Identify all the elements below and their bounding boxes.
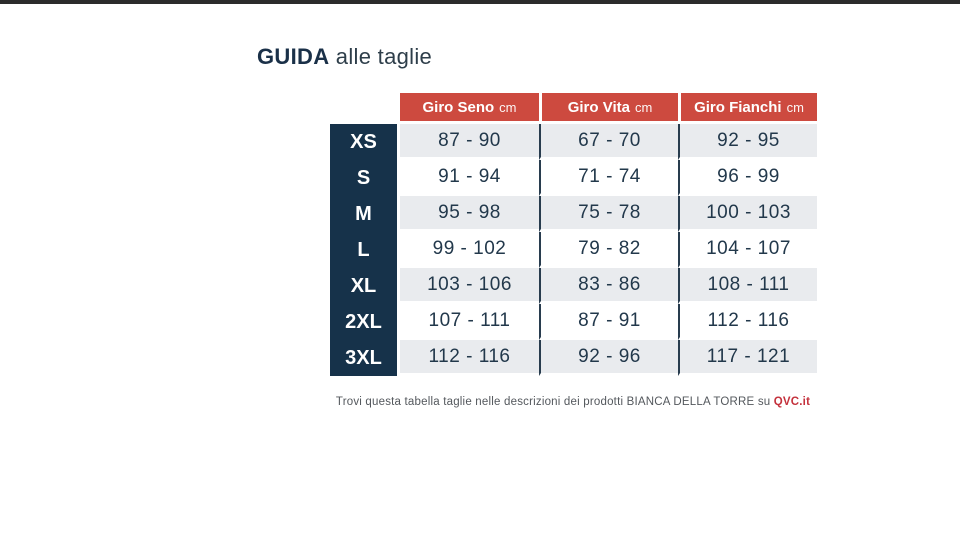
- seno-value: 112 - 116: [400, 340, 539, 376]
- seno-value: 87 - 90: [400, 124, 539, 160]
- fianchi-value: 104 - 107: [678, 232, 817, 268]
- size-label: XL: [330, 268, 397, 304]
- fianchi-value: 92 - 95: [678, 124, 817, 160]
- fianchi-value: 112 - 116: [678, 304, 817, 340]
- fianchi-value: 108 - 111: [678, 268, 817, 304]
- vita-value: 87 - 91: [539, 304, 678, 340]
- table-row-3xl: 3XL 112 - 116 92 - 96 117 - 121: [330, 340, 817, 376]
- footer-note: Trovi questa tabella taglie nelle descri…: [330, 396, 816, 408]
- vita-value: 67 - 70: [539, 124, 678, 160]
- table-row-m: M 95 - 98 75 - 78 100 - 103: [330, 196, 817, 232]
- table-row-2xl: 2XL 107 - 111 87 - 91 112 - 116: [330, 304, 817, 340]
- vita-value: 92 - 96: [539, 340, 678, 376]
- page-title-rest: alle taglie: [329, 44, 433, 69]
- size-label: L: [330, 232, 397, 268]
- table-row-xs: XS 87 - 90 67 - 70 92 - 95: [330, 124, 817, 160]
- column-header-giro-fianchi: Giro Fianchi cm: [678, 93, 817, 121]
- top-letterbox-bar: [0, 0, 960, 4]
- column-header-unit: cm: [634, 99, 653, 115]
- seno-value: 103 - 106: [400, 268, 539, 304]
- column-header-unit: cm: [499, 99, 517, 115]
- footer-text: Trovi questa tabella taglie nelle descri…: [335, 396, 774, 408]
- seno-value: 95 - 98: [400, 196, 539, 232]
- seno-value: 91 - 94: [400, 160, 539, 196]
- fianchi-value: 117 - 121: [678, 340, 817, 376]
- column-header-label: Giro Vita: [567, 98, 630, 116]
- vita-value: 75 - 78: [539, 196, 678, 232]
- seno-value: 99 - 102: [400, 232, 539, 268]
- vita-value: 79 - 82: [539, 232, 678, 268]
- fianchi-value: 100 - 103: [678, 196, 817, 232]
- column-header-unit: cm: [786, 99, 804, 115]
- table-row-xl: XL 103 - 106 83 - 86 108 - 111: [330, 268, 817, 304]
- page-title: GUIDA alle taglie: [257, 44, 432, 70]
- size-label: 2XL: [330, 304, 397, 340]
- column-header-label: Giro Seno: [422, 98, 495, 116]
- column-header-giro-seno: Giro Seno cm: [400, 93, 539, 121]
- vita-value: 71 - 74: [539, 160, 678, 196]
- size-label: M: [330, 196, 397, 232]
- vita-value: 83 - 86: [539, 268, 678, 304]
- size-table-body: XS 87 - 90 67 - 70 92 - 95 S 91 - 94 71 …: [330, 124, 817, 376]
- size-table-header: Giro Seno cm Giro Vita cm Giro Fianchi c…: [400, 93, 817, 121]
- size-label: S: [330, 160, 397, 196]
- seno-value: 107 - 111: [400, 304, 539, 340]
- table-row-l: L 99 - 102 79 - 82 104 - 107: [330, 232, 817, 268]
- fianchi-value: 96 - 99: [678, 160, 817, 196]
- page-title-strong: GUIDA: [257, 44, 330, 69]
- column-header-giro-vita: Giro Vita cm: [539, 93, 678, 121]
- size-label: 3XL: [330, 340, 397, 376]
- size-label: XS: [330, 124, 397, 160]
- table-row-s: S 91 - 94 71 - 74 96 - 99: [330, 160, 817, 196]
- qvc-link[interactable]: QVC.it: [773, 396, 811, 408]
- column-header-label: Giro Fianchi: [694, 98, 782, 116]
